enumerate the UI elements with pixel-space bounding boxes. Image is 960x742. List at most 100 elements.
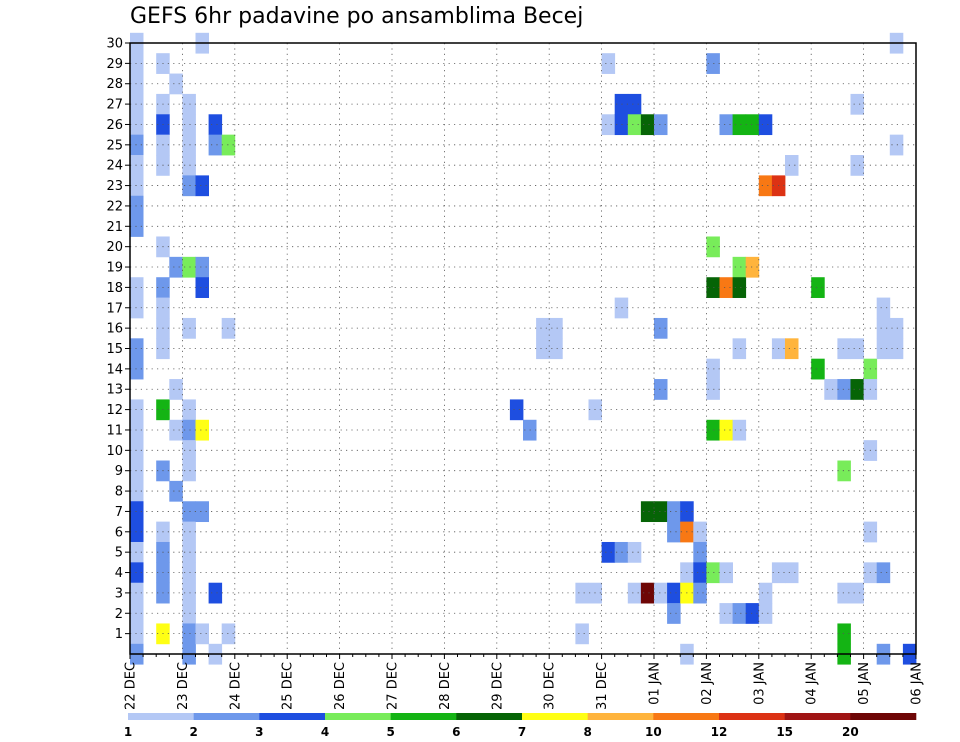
heatmap-cell — [732, 114, 747, 136]
colorbar-swatch — [456, 713, 523, 720]
colorbar-swatch — [522, 713, 588, 720]
y-tick-label: 25 — [106, 138, 123, 153]
y-tick-label: 4 — [115, 566, 123, 581]
colorbar-label: 6 — [452, 725, 460, 739]
heatmap-cell — [785, 562, 799, 584]
heatmap-cell — [182, 175, 196, 197]
y-tick-label: 28 — [106, 77, 123, 92]
heatmap-cell — [850, 155, 864, 176]
x-tick-label: 01 JAN — [648, 662, 663, 705]
heatmap-cell — [706, 236, 720, 258]
heatmap-cell — [182, 114, 196, 136]
heatmap-cell — [575, 582, 589, 604]
colorbar-label: 1 — [124, 725, 132, 739]
y-tick-label: 15 — [106, 342, 123, 357]
colorbar-swatch — [259, 713, 326, 720]
y-tick-label: 29 — [106, 57, 123, 72]
heatmap-cell — [182, 134, 196, 156]
heatmap-cell — [876, 562, 891, 584]
heatmap-cell — [195, 623, 209, 645]
x-tick-label: 05 JAN — [857, 662, 872, 705]
heatmap-cell — [640, 114, 655, 136]
heatmap-cell — [706, 277, 720, 298]
y-tick-label: 17 — [106, 301, 123, 316]
colorbar-label: 12 — [711, 725, 728, 739]
x-tick-label: 02 JAN — [700, 662, 715, 705]
colorbar-label: 2 — [189, 725, 197, 739]
heatmap-cell — [732, 603, 747, 624]
heatmap-cell — [758, 582, 773, 604]
heatmap-cell — [169, 256, 183, 278]
heatmap-cell — [706, 419, 720, 441]
y-tick-label: 27 — [106, 98, 123, 113]
y-tick-label: 16 — [106, 322, 123, 337]
colorbar-swatch — [653, 713, 720, 720]
heatmap-cell — [130, 216, 144, 237]
heatmap-cell — [876, 297, 891, 319]
heatmap-cell — [130, 521, 144, 543]
x-tick-label: 24 DEC — [228, 662, 243, 710]
heatmap-cell — [130, 480, 144, 502]
heatmap-cell — [182, 317, 196, 339]
heatmap-cell — [169, 379, 183, 400]
y-tick-label: 9 — [115, 464, 123, 479]
x-tick-label: 06 JAN — [910, 662, 925, 705]
heatmap-cell — [130, 623, 144, 645]
heatmap-cell — [837, 582, 851, 604]
heatmap-cell — [182, 155, 196, 176]
heatmap-cell — [667, 582, 681, 604]
y-tick-label: 5 — [115, 546, 123, 561]
heatmap-cell — [693, 582, 707, 604]
y-tick-label: 13 — [106, 383, 123, 398]
heatmap-cell — [130, 440, 144, 461]
heatmap-cell — [208, 582, 223, 604]
heatmap-cell — [601, 114, 616, 136]
heatmap-cell — [811, 277, 825, 298]
heatmap-cell — [732, 277, 747, 298]
colorbar-label: 4 — [321, 725, 329, 739]
colorbar: 1 2 3 4 5 6 7 8 10 12 15 20 — [124, 713, 917, 739]
heatmap-cell — [182, 582, 196, 604]
heatmap-cell — [837, 623, 851, 645]
heatmap-cell — [221, 317, 236, 339]
y-tick-label: 10 — [106, 444, 123, 459]
heatmap-cell — [536, 338, 550, 360]
heatmap-cell — [758, 175, 773, 197]
colorbar-label: 8 — [583, 725, 591, 739]
heatmap-cell — [601, 541, 616, 563]
x-tick-label: 23 DEC — [176, 662, 191, 710]
x-tick-label: 29 DEC — [490, 662, 505, 710]
heatmap-cell — [732, 338, 747, 360]
heatmap-cell — [549, 338, 563, 360]
heatmap-cell — [195, 175, 209, 197]
y-tick-label: 30 — [106, 37, 123, 52]
y-tick-label: 11 — [106, 423, 123, 438]
heatmap-cell — [130, 277, 144, 298]
heatmap-cell — [876, 317, 891, 339]
heatmap-cell — [719, 114, 733, 136]
heatmap-cell — [169, 73, 183, 95]
heatmap-cell — [667, 501, 681, 523]
heatmap-cell — [130, 73, 144, 95]
heatmap-cell — [195, 419, 209, 441]
heatmap-cell — [785, 155, 799, 176]
heatmap-cell — [221, 623, 236, 645]
heatmap-cell — [745, 603, 760, 624]
heatmap-cell — [182, 440, 196, 461]
y-tick-label: 22 — [106, 199, 123, 214]
heatmap-cell — [850, 93, 864, 115]
y-tick-label: 21 — [106, 220, 123, 235]
heatmap-cell — [811, 358, 825, 380]
heatmap-cell — [719, 603, 733, 624]
heatmap-cell — [627, 93, 642, 115]
y-tick-label: 19 — [106, 261, 123, 276]
heatmap-cell — [130, 399, 144, 421]
heatmap-cell — [654, 114, 668, 136]
heatmap-cell — [745, 256, 760, 278]
heatmap-cell — [719, 562, 733, 584]
heatmap-cell — [130, 134, 144, 156]
heatmap-cell — [758, 114, 773, 136]
y-tick-label: 23 — [106, 179, 123, 194]
heatmap-cell — [654, 582, 668, 604]
colorbar-swatch — [325, 713, 391, 720]
